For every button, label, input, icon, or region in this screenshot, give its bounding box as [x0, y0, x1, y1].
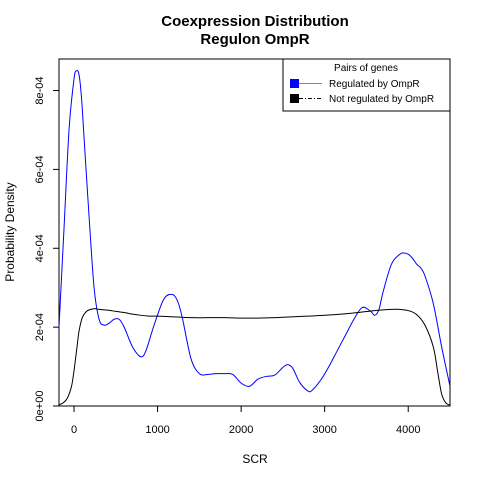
y-tick-label: 0e+00: [34, 391, 46, 422]
legend-entry-not-regulated: Not regulated by OmpR: [329, 94, 434, 105]
y-axis-label: Probability Density: [3, 182, 17, 281]
legend-entry-regulated: Regulated by OmpR: [329, 79, 420, 90]
x-tick-label: 1000: [145, 424, 169, 436]
x-axis: 0 1000 2000 3000 4000: [71, 406, 420, 436]
x-tick-label: 4000: [396, 424, 420, 436]
chart-title: Coexpression Distribution: [161, 13, 349, 30]
y-tick-label: 6e-04: [34, 155, 46, 183]
series-layer: [58, 70, 451, 406]
x-tick-label: 2000: [229, 424, 253, 436]
legend-swatch-regulated: [290, 79, 299, 88]
legend-swatch-not-regulated: [290, 94, 299, 103]
y-tick-label: 4e-04: [34, 234, 46, 262]
legend-box: [282, 58, 451, 112]
y-tick-label: 2e-04: [34, 313, 46, 341]
chart-subtitle: Regulon OmpR: [200, 31, 309, 48]
series-line-regulated: [58, 70, 451, 393]
legend-title: Pairs of genes: [334, 63, 398, 74]
x-axis-label: SCR: [242, 452, 268, 466]
legend: Pairs of genes Regulated by OmpR Not reg…: [282, 58, 451, 112]
series-line-not-regulated: [58, 308, 451, 406]
x-tick-label: 3000: [312, 424, 336, 436]
y-tick-label: 8e-04: [34, 76, 46, 104]
plot-frame: [58, 58, 451, 407]
y-axis: 0e+00 2e-04 4e-04 6e-04 8e-04: [34, 76, 59, 421]
x-tick-label: 0: [71, 424, 77, 436]
